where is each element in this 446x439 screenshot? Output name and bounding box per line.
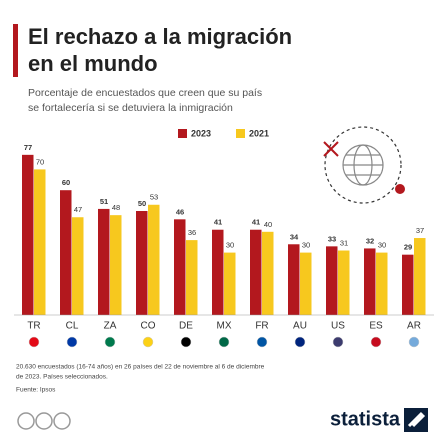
legend: 2023 2021: [178, 128, 269, 138]
value-label: 51: [100, 197, 108, 206]
value-label: 29: [404, 243, 412, 252]
source: Fuente: Ipsos: [16, 387, 56, 394]
x-tick-label: AU: [293, 321, 307, 332]
bar: [326, 246, 338, 315]
value-label: 30: [378, 241, 386, 250]
flag-icon: [332, 336, 344, 348]
x-tick-label: CL: [66, 321, 79, 332]
value-label: 31: [340, 239, 348, 248]
value-label: 53: [150, 193, 158, 202]
x-tick-label: MX: [217, 321, 232, 332]
value-label: 50: [138, 199, 146, 208]
value-label: 40: [264, 220, 272, 229]
value-label: 30: [226, 241, 234, 250]
flag-icon: [370, 336, 382, 348]
value-label: 60: [62, 178, 70, 187]
bar: [364, 248, 376, 315]
value-label: 48: [112, 203, 120, 212]
legend-swatch: [236, 129, 245, 138]
flag-icon: [104, 336, 116, 348]
flag-icon: [28, 336, 40, 348]
x-tick-label: DE: [179, 321, 193, 332]
value-label: 41: [252, 218, 260, 227]
bar: [288, 244, 300, 315]
bar: [174, 219, 186, 315]
flag-icon: [294, 336, 306, 348]
chart-subtitle-line: se fortalecería si se detuviera la inmig…: [28, 102, 233, 114]
x-tick-label: FR: [255, 321, 268, 332]
flag-icon: [218, 336, 230, 348]
bar: [60, 190, 72, 315]
x-tick-label: AR: [407, 321, 421, 332]
brand: statista: [330, 408, 401, 430]
flag-icon: [142, 336, 154, 348]
value-label: 32: [366, 236, 374, 245]
bar: [98, 208, 110, 315]
value-label: 33: [328, 234, 336, 243]
bar: [300, 252, 312, 315]
x-tick-label: ZA: [104, 321, 117, 332]
flag-icon: [256, 336, 268, 348]
license-icons: [17, 412, 71, 430]
bar: [376, 252, 388, 315]
legend-label: 2021: [249, 128, 269, 138]
chart-title-line: en el mundo: [28, 51, 158, 76]
legend-label: 2023: [191, 128, 211, 138]
chart-title: El rechazo a la migración: [28, 24, 292, 49]
plot-area: 77 70 TR 60 47 CL 51 48 ZA 50 53 CO 46 36 DE 41 30 MX 41 40…: [14, 143, 434, 348]
legend-swatch: [178, 129, 187, 138]
value-label: 36: [188, 228, 196, 237]
globe-icon: [323, 126, 405, 204]
x-tick-label: US: [331, 321, 345, 332]
value-label: 34: [290, 232, 299, 241]
flag-icon: [408, 336, 420, 348]
value-label: 47: [74, 205, 82, 214]
value-label: 46: [176, 207, 184, 216]
bar: [402, 254, 414, 315]
bar: [224, 252, 236, 315]
bar: [110, 215, 122, 315]
value-label: 30: [302, 241, 310, 250]
bar: [72, 217, 84, 315]
bar: [34, 169, 46, 315]
x-tick-label: CO: [141, 321, 156, 332]
chart-subtitle: Porcentaje de encuestados que creen que …: [28, 87, 262, 99]
bar: [136, 211, 148, 315]
footnote: 20.630 encuestados (16-74 años) en 26 pa…: [16, 364, 265, 371]
bar: [338, 250, 350, 315]
flag-icon: [66, 336, 78, 348]
bar: [262, 231, 274, 315]
footnote-line: de 2023. Países seleccionados.: [16, 374, 108, 381]
brand-logo-mark: [407, 411, 426, 428]
bar: [22, 154, 34, 315]
x-tick-label: TR: [27, 321, 40, 332]
value-label: 41: [214, 218, 222, 227]
bar: [250, 229, 262, 315]
value-label: 70: [36, 157, 44, 166]
bar: [212, 229, 224, 315]
title-accent: [13, 24, 18, 77]
value-label: 37: [416, 226, 424, 235]
x-tick-label: ES: [369, 321, 383, 332]
value-label: 77: [24, 143, 32, 152]
flag-icon: [180, 336, 192, 348]
bar: [148, 204, 160, 315]
bar: [414, 238, 426, 315]
bar: [186, 240, 198, 315]
